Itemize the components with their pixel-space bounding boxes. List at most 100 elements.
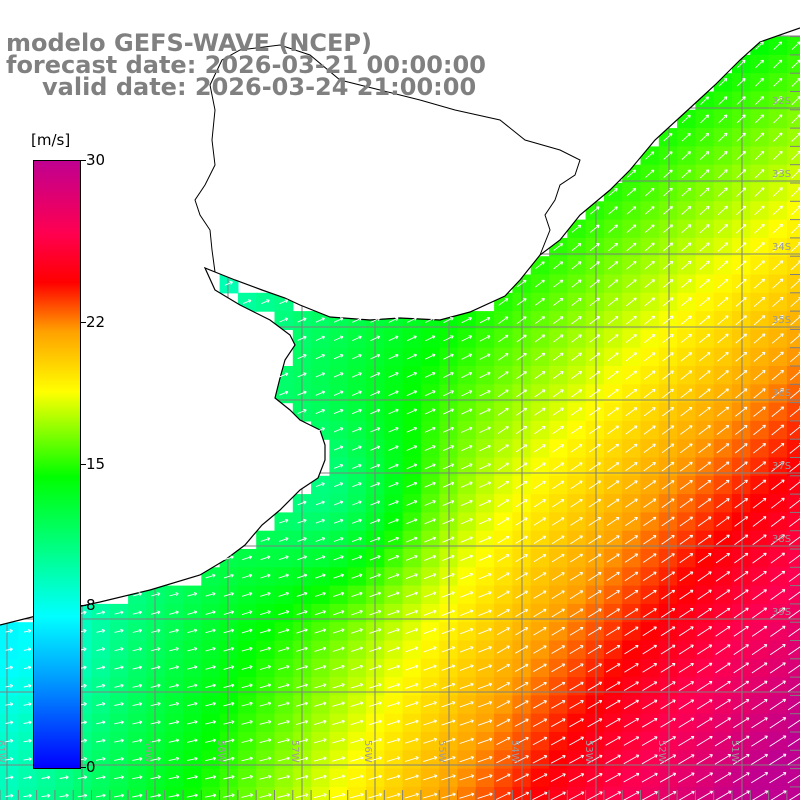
wind-arrow [168,665,180,670]
wind-cell [786,109,800,129]
wind-arrow [772,169,783,179]
wind-arrow [351,536,362,543]
wind-arrow [23,683,32,688]
colorbar-tick-label: 30 [86,151,106,169]
wind-arrow [770,497,785,509]
wind-arrow [295,756,309,762]
wind-arrow [772,187,783,197]
wind-arrow [718,114,728,124]
wind-arrow [332,774,346,780]
wind-cell [457,786,477,800]
wind-arrow [588,535,602,545]
wind-arrow [752,589,767,601]
wind-arrow [368,664,382,671]
wind-arrow [752,461,767,472]
wind-arrow [516,371,527,379]
wind-arrow [623,736,640,746]
wind-arrow [478,536,492,543]
wind-arrow [388,463,399,470]
wind-arrow [569,736,584,746]
wind-arrow [736,169,747,179]
wind-cell [786,36,800,56]
lon-label: 54W [509,740,520,763]
wind-arrow [716,388,729,399]
wind-arrow [735,406,748,417]
wind-arrow [23,629,32,634]
wind-arrow [297,408,307,414]
wind-arrow [643,535,657,545]
wind-arrow [315,555,326,561]
wind-arrow [459,755,475,763]
wind-arrow [295,719,309,725]
wind-arrow [150,738,161,743]
wind-cell [786,750,800,770]
wind-arrow [550,718,566,728]
wind-arrow [315,335,325,341]
wind-arrow [662,279,674,289]
wind-arrow [589,316,601,325]
wind-arrow [425,317,436,324]
wind-cell [786,786,800,800]
wind-arrow [277,793,291,798]
wind-arrow [679,608,694,618]
wind-arrow [644,242,655,252]
wind-arrow [607,443,620,453]
wind-arrow [479,444,491,452]
wind-arrow [753,333,766,344]
wind-arrow [241,701,253,707]
wind-arrow [607,370,619,380]
wind-arrow [498,353,509,361]
wind-arrow [388,317,399,323]
wind-arrow [441,792,456,799]
wind-arrow [242,555,253,561]
wind-arrow [205,683,216,689]
wind-arrow [643,461,656,472]
wind-cell [622,786,642,800]
wind-arrow [718,96,728,105]
wind-arrow [387,646,400,653]
wind-arrow [516,352,527,361]
wind-arrow [496,791,511,800]
wind-arrow [187,628,198,634]
wind-arrow [570,444,583,453]
wind-arrow [460,481,473,488]
wind-arrow [733,717,750,729]
wind-arrow [442,554,455,561]
wind-arrow [532,755,548,764]
wind-cell [786,622,800,642]
wind-arrow [698,352,711,362]
wind-arrow [734,571,749,582]
wind-arrow [352,500,362,506]
wind-arrow [552,462,565,471]
wind-arrow [350,738,364,744]
wind-arrow [241,591,253,597]
wind-arrow [681,169,692,179]
wind-arrow [680,352,693,362]
wind-arrow [718,132,728,142]
wind-arrow [388,335,399,342]
wind-arrow [277,701,290,707]
wind-arrow [626,169,637,178]
wind-arrow [441,609,455,616]
wind-arrow [186,775,198,780]
wind-arrow [406,353,417,360]
wind-arrow [515,517,528,526]
wind-arrow [242,299,252,305]
wind-arrow [569,626,584,636]
wind-arrow [204,793,217,798]
wind-arrow [569,608,584,618]
wind-arrow [168,720,180,725]
wind-arrow [663,151,673,160]
wind-arrow [168,701,180,707]
wind-arrow [96,738,106,743]
wind-arrow [404,792,419,799]
wind-arrow [624,553,639,563]
wind-arrow [733,625,749,637]
wind-arrow [132,592,142,597]
wind-cell [109,786,129,800]
wind-arrow [699,297,711,307]
wind-arrow [150,592,161,597]
wind-arrow [717,224,729,234]
wind-arrow [534,371,546,380]
wind-cell [530,786,550,800]
